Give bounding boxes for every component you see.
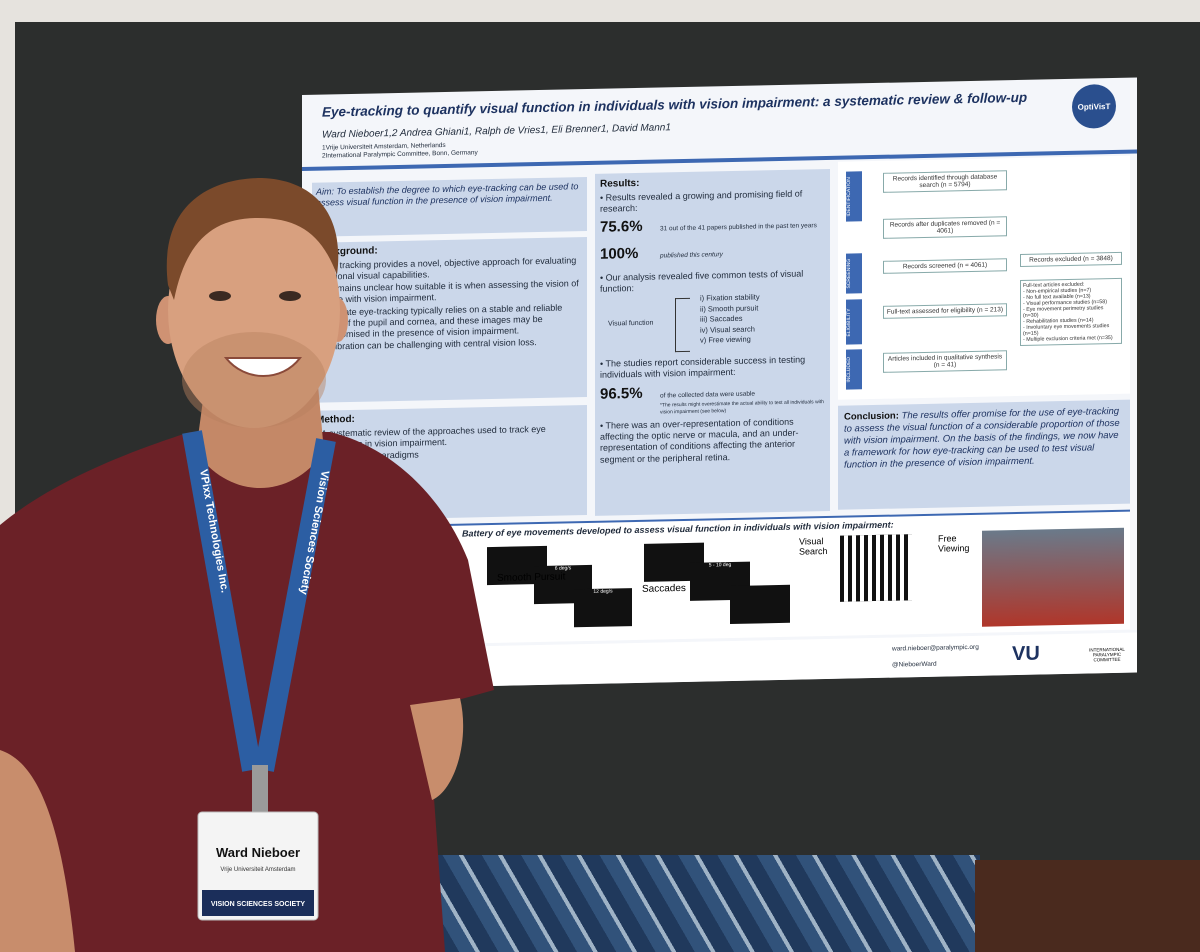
badge-name: Ward Nieboer	[216, 845, 300, 860]
clip	[252, 765, 268, 813]
arm	[0, 750, 75, 952]
badge-event: VISION SCIENCES SOCIETY	[211, 901, 305, 908]
arm	[410, 698, 464, 800]
eye	[279, 291, 301, 301]
face	[168, 192, 340, 428]
lanyard	[254, 438, 336, 772]
hair	[166, 178, 339, 300]
lanyard	[182, 430, 262, 772]
badge-strip	[202, 890, 314, 916]
badge-affiliation: Vrije Universiteit Amsterdam	[220, 867, 295, 873]
eye	[209, 291, 231, 301]
smile	[223, 357, 303, 377]
bystander	[975, 860, 1200, 952]
carpet	[420, 855, 980, 952]
stubble	[182, 332, 326, 428]
